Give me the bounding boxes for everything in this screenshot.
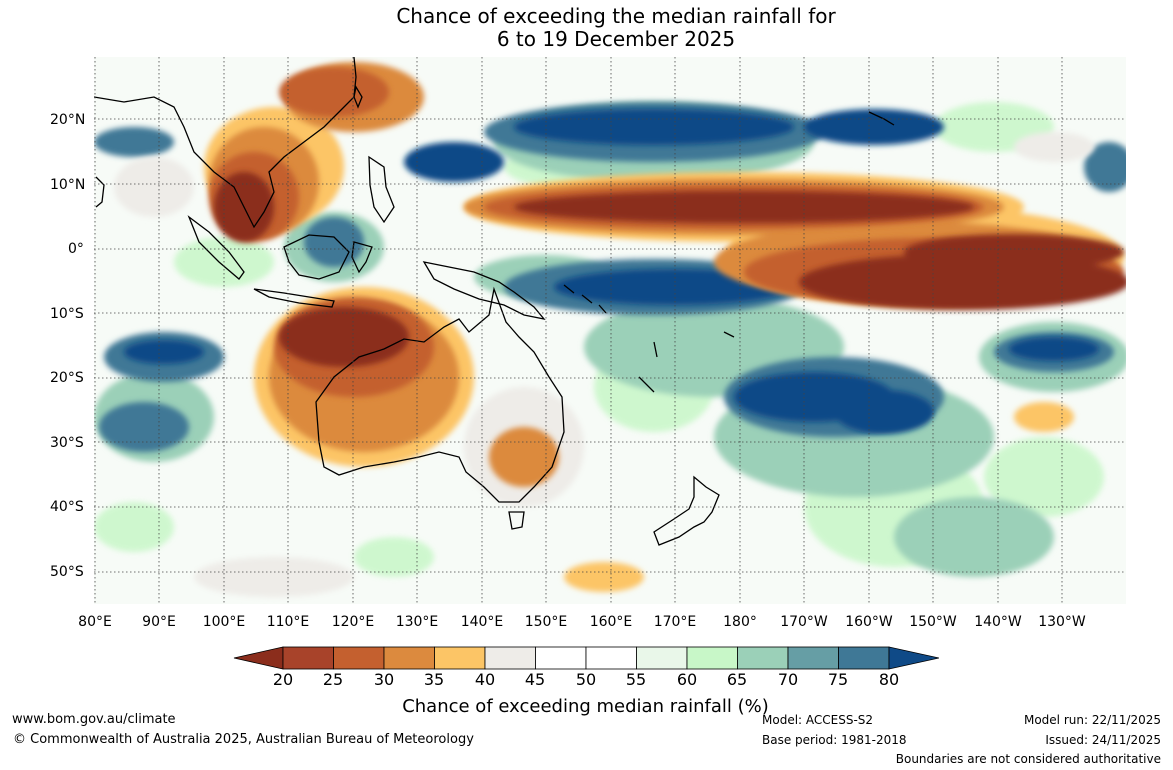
colorbar-label: Chance of exceeding median rainfall (%) [0,696,1173,717]
lon-label: 110°E [266,614,310,630]
lat-label: 0° [68,241,84,257]
colorbar-tick: 70 [777,670,799,689]
lon-label: 120°E [331,614,375,630]
lat-label: 20°N [50,112,86,128]
sri-lanka-coastline [95,176,105,208]
colorbar-over-arrow [888,646,939,670]
colorbar-segment [636,646,688,670]
colorbar-label-text: Chance of exceeding median rainfall (%) [402,696,769,717]
sulawesi-coastline [351,241,373,274]
lon-label: 160°W [845,614,893,630]
colorbar-segment [434,646,486,670]
colorbar-segment [535,646,587,670]
colorbar-tick: 25 [322,670,344,689]
hawaii-islands [868,111,895,126]
rainfall-map [94,57,1126,604]
lon-label: 170°E [653,614,697,630]
lon-label: 140°W [974,614,1022,630]
colorbar-tick: 30 [373,670,395,689]
colorbar-segment [333,646,385,670]
lon-label: 160°E [589,614,633,630]
solomon-islands [563,284,607,314]
colorbar-segment [484,646,536,670]
lon-label: 150°W [909,614,957,630]
australia-coastline [315,286,565,503]
lon-label: 140°E [460,614,504,630]
lon-label: 170°W [780,614,828,630]
boundaries-disclaimer: Boundaries are not considered authoritat… [895,752,1161,766]
model-run: Model run: 22/11/2025 [1023,713,1161,727]
colorbar-tick: 45 [524,670,546,689]
lat-label: 40°S [50,499,84,515]
issued-date: Issued: 24/11/2025 [1045,733,1161,747]
lon-label: 130°E [395,614,439,630]
lon-label: 150°E [524,614,568,630]
chart-title-line2: 6 to 19 December 2025 [496,27,736,51]
borneo-coastline [283,234,350,280]
colorbar-tick: 20 [272,670,294,689]
chart-title-line1: Chance of exceeding the median rainfall … [396,4,836,28]
website-link[interactable]: www.bom.gov.au/climate [12,712,176,727]
vanuatu-islands [653,341,658,358]
colorbar-tick: 80 [878,670,900,689]
lat-label: 30°S [50,435,84,451]
colorbar-tick: 35 [423,670,445,689]
colorbar-segment [585,646,637,670]
colorbar-segment [787,646,839,670]
model-name: Model: ACCESS-S2 [762,713,874,727]
tasmania-coastline [508,511,525,530]
colorbar-tick: 65 [726,670,748,689]
lat-label: 10°N [50,177,86,193]
colorbar-segment [838,646,890,670]
copyright: © Commonwealth of Australia 2025, Austra… [13,732,474,747]
asia-mainland-coastline [94,57,357,229]
lon-label: 130°W [1038,614,1086,630]
lon-label: 180° [723,614,757,630]
colorbar-segment [282,646,334,670]
colorbar-under-arrow [233,646,284,670]
lon-label: 90°E [142,614,176,630]
dark-blue-wet-regions [124,109,1099,434]
colorbar-tick: 60 [676,670,698,689]
lat-label: 10°S [50,306,84,322]
philippines-coastline [368,155,395,224]
new-zealand-coastline [653,475,720,546]
new-guinea-coastline [422,261,546,320]
base-period: Base period: 1981-2018 [762,733,907,747]
colorbar-segment [383,646,435,670]
new-caledonia [638,376,655,393]
taiwan-coastline [353,85,363,109]
fiji-islands [723,331,735,338]
colorbar-segment [737,646,789,670]
colorbar-tick: 50 [575,670,597,689]
colorbar [233,646,939,670]
lat-label: 20°S [50,370,84,386]
colorbar-tick: 75 [827,670,849,689]
colorbar-tick: 40 [474,670,496,689]
lon-label: 80°E [78,614,112,630]
lat-label: 50°S [50,564,84,580]
gridlines [94,57,1126,604]
colorbar-segment [686,646,738,670]
lon-label: 100°E [202,614,246,630]
colorbar-tick: 55 [625,670,647,689]
coastlines [94,57,895,546]
sumatra-coastline [187,215,245,280]
